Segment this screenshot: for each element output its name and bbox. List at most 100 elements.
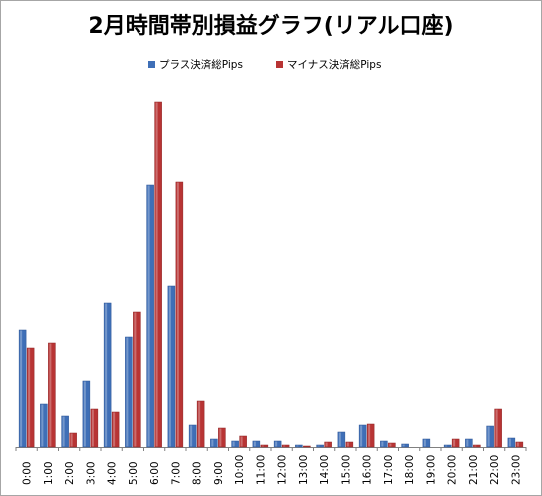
bar-plus-highlight-21: [466, 439, 469, 447]
x-tick-label-4: 4:00: [107, 461, 119, 485]
bar-minus-5: [133, 311, 141, 448]
legend-swatch-minus: [276, 61, 283, 68]
bar-plus-11: [252, 440, 261, 448]
bar-plus-17: [380, 440, 388, 448]
chart-title: 2月時間帯別損益グラフ(リアル口座): [88, 14, 454, 39]
bar-plus-7: [167, 285, 176, 448]
x-tick-label-8: 8:00: [192, 461, 204, 485]
bar-minus-13: [303, 445, 311, 448]
x-tick-label-6: 6:00: [149, 461, 161, 485]
x-tick-label-17: 17:00: [383, 455, 395, 485]
bar-minus-21: [473, 444, 481, 448]
x-tick-label-0: 0:00: [22, 461, 34, 485]
x-tick-label-21: 21:00: [468, 455, 480, 485]
bar-plus-16: [358, 424, 367, 448]
bar-minus-7: [175, 181, 184, 448]
bar-minus-highlight-23: [516, 442, 519, 447]
bar-minus-4: [111, 411, 120, 448]
bar-plus-highlight-3: [83, 381, 86, 447]
x-tick-label-18: 18:00: [404, 455, 416, 485]
x-tick-label-2: 2:00: [64, 461, 76, 485]
bar-minus-17: [388, 442, 396, 448]
bar-minus-highlight-8: [198, 401, 201, 447]
x-tick-label-22: 22:00: [489, 455, 501, 485]
legend-item-plus: プラス決済総Pips: [148, 57, 243, 72]
bar-minus-highlight-0: [28, 348, 31, 447]
bar-minus-14: [324, 441, 332, 448]
x-tick-label-10: 10:00: [234, 455, 246, 485]
legend-label-minus: マイナス決済総Pips: [287, 59, 382, 71]
bar-plus-5: [125, 336, 133, 448]
x-tick-label-11: 11:00: [255, 455, 267, 485]
x-tick-label-16: 16:00: [362, 455, 374, 485]
bar-minus-6: [154, 101, 162, 448]
bar-minus-20: [451, 438, 460, 448]
x-tick-label-12: 12:00: [277, 455, 289, 485]
bar-minus-15: [345, 441, 354, 448]
bar-plus-6: [146, 184, 154, 448]
bar-minus-12: [281, 444, 290, 448]
bar-minus-11: [260, 444, 269, 448]
legend-swatch-plus: [148, 61, 155, 68]
bar-plus-highlight-23: [508, 438, 511, 447]
bar-minus-highlight-12: [283, 445, 286, 447]
x-tick-label-15: 15:00: [340, 455, 352, 485]
bar-minus-highlight-1: [49, 343, 52, 447]
bar-minus-0: [26, 347, 35, 448]
bar-minus-highlight-6: [155, 102, 158, 447]
bar-plus-highlight-0: [20, 330, 23, 447]
bar-minus-23: [515, 441, 524, 448]
bar-minus-highlight-7: [176, 182, 179, 447]
bar-plus-highlight-8: [190, 425, 193, 447]
bar-minus-highlight-10: [240, 436, 243, 447]
bar-plus-9: [210, 438, 218, 448]
bar-minus-9: [218, 427, 226, 448]
bar-plus-8: [188, 424, 197, 448]
bar-plus-3: [82, 380, 91, 448]
bar-plus-23: [507, 437, 516, 448]
bar-minus-highlight-20: [453, 439, 456, 447]
bar-plus-highlight-20: [445, 445, 448, 447]
bar-plus-highlight-18: [402, 444, 405, 447]
x-tick-label-20: 20:00: [447, 455, 459, 485]
bar-plus-highlight-17: [381, 441, 384, 447]
bar-plus-highlight-4: [105, 303, 108, 447]
x-tick-label-9: 9:00: [213, 461, 225, 485]
bar-plus-4: [103, 302, 112, 448]
x-tick-label-23: 23:00: [510, 455, 522, 485]
bar-plus-highlight-11: [253, 441, 256, 447]
bar-plus-18: [401, 443, 409, 448]
bar-minus-16: [366, 423, 375, 448]
bar-plus-13: [295, 444, 303, 448]
x-tick-label-13: 13:00: [298, 455, 310, 485]
bar-plus-highlight-9: [211, 439, 214, 447]
bar-minus-highlight-11: [261, 445, 264, 447]
bar-plus-highlight-22: [487, 426, 490, 447]
bar-minus-highlight-14: [325, 442, 328, 447]
bar-minus-10: [239, 435, 247, 448]
bar-plus-15: [337, 431, 346, 448]
x-tick-label-14: 14:00: [319, 455, 331, 485]
bar-plus-highlight-13: [296, 445, 299, 447]
bar-plus-highlight-7: [168, 286, 171, 447]
bar-minus-highlight-3: [91, 409, 94, 447]
bar-plus-highlight-1: [41, 404, 44, 447]
bar-minus-22: [494, 408, 502, 448]
bar-plus-highlight-12: [275, 441, 278, 447]
bar-plus-0: [18, 329, 27, 448]
bar-minus-highlight-16: [368, 424, 371, 447]
bar-plus-highlight-5: [126, 337, 129, 447]
bar-plus-21: [465, 438, 473, 448]
bar-minus-highlight-5: [134, 312, 137, 447]
bar-minus-highlight-17: [389, 443, 392, 447]
bar-minus-1: [48, 342, 56, 448]
bar-minus-highlight-21: [474, 445, 477, 447]
bar-plus-highlight-6: [147, 185, 150, 447]
bar-minus-2: [69, 432, 77, 448]
x-tick-label-3: 3:00: [85, 461, 97, 485]
bar-plus-1: [40, 403, 48, 448]
bar-minus-highlight-22: [495, 409, 498, 447]
bar-plus-highlight-19: [423, 439, 426, 447]
x-tick-label-1: 1:00: [43, 461, 55, 485]
